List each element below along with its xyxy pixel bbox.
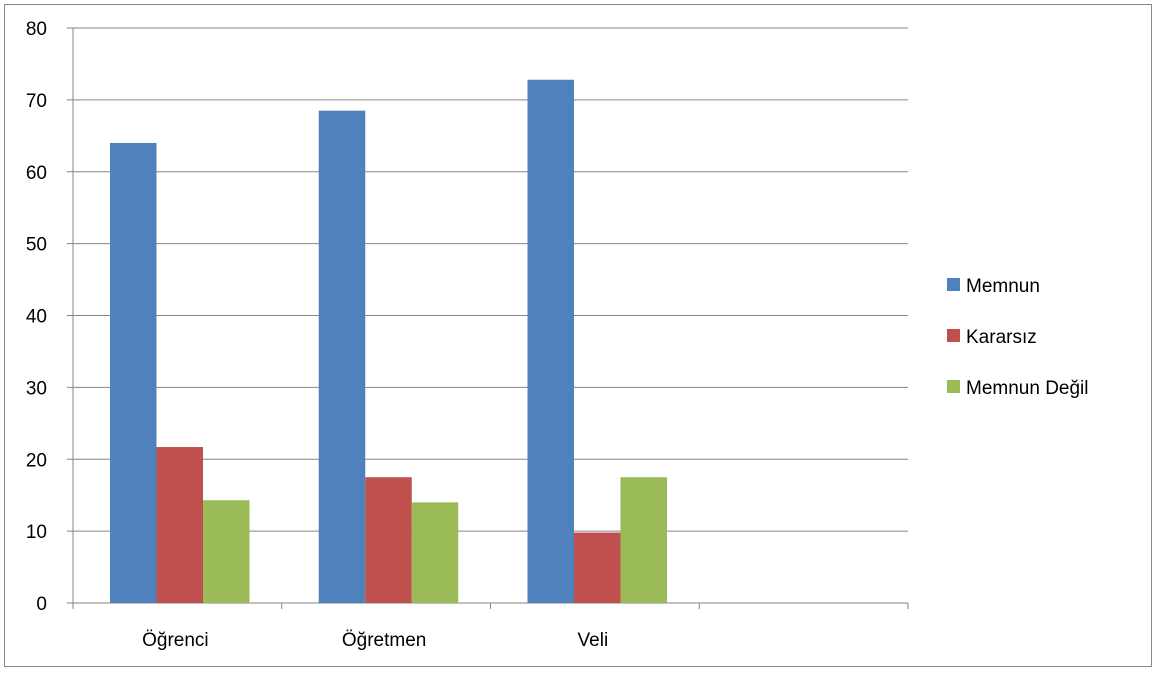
bar-kararsız <box>574 532 621 603</box>
legend-swatch <box>947 278 960 291</box>
legend-swatch <box>947 380 960 393</box>
y-tick-label: 70 <box>26 91 47 112</box>
y-tick-label: 0 <box>36 594 47 615</box>
bar-memnun <box>527 79 574 603</box>
y-tick-label: 40 <box>26 307 47 328</box>
bar-memnun-değil <box>411 502 459 603</box>
bar-memnun <box>110 143 157 603</box>
y-tick-label: 80 <box>26 19 47 40</box>
y-tick-label: 30 <box>26 378 47 399</box>
bar-kararsız <box>365 477 412 603</box>
x-tick-labels: Öğrenci Öğretmen Veli <box>142 630 608 651</box>
y-tick-labels: 0 10 20 30 40 50 60 70 80 <box>26 19 47 615</box>
bar-memnun <box>318 110 366 603</box>
legend-label: Kararsız <box>966 327 1037 348</box>
x-tick-label: Öğrenci <box>142 630 209 651</box>
bar-memnun-değil <box>620 477 667 603</box>
bar-kararsız <box>156 447 203 603</box>
x-tick-label: Veli <box>578 630 609 651</box>
legend-label: Memnun <box>966 276 1040 297</box>
bar-memnun-değil <box>203 500 250 603</box>
y-tick-label: 50 <box>26 235 47 256</box>
bars <box>110 79 667 603</box>
legend-label: Memnun Değil <box>966 378 1089 399</box>
legend: Memnun Kararsız Memnun Değil <box>947 276 1089 399</box>
y-tick-label: 10 <box>26 522 47 543</box>
legend-swatch <box>947 329 960 342</box>
y-tick-label: 60 <box>26 163 47 184</box>
y-tick-label: 20 <box>26 450 47 471</box>
x-tick-label: Öğretmen <box>342 630 426 651</box>
